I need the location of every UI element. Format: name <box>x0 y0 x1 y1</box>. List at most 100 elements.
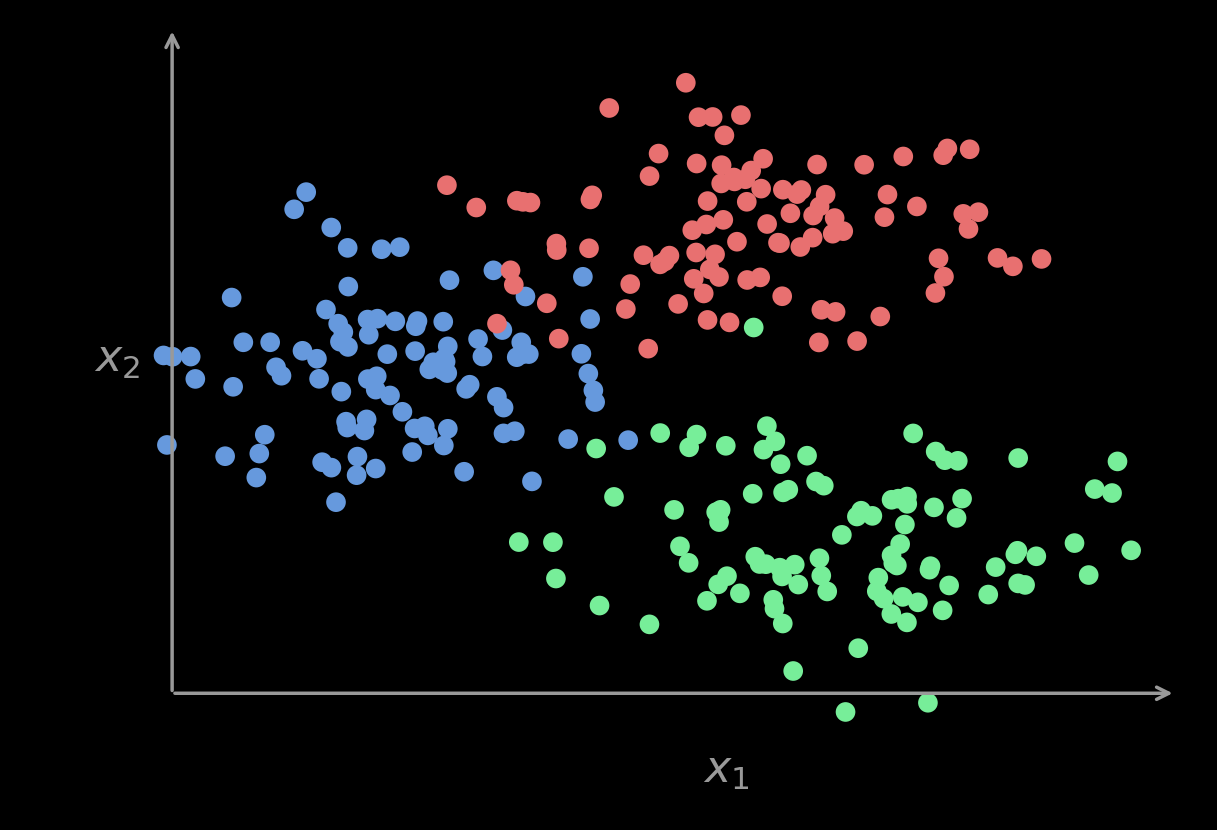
Point <box>546 243 566 256</box>
Point <box>579 242 599 255</box>
Point <box>494 427 514 440</box>
Point <box>812 303 831 316</box>
Point <box>424 355 443 369</box>
Point <box>848 642 868 655</box>
Point <box>640 169 660 183</box>
Point <box>587 442 606 455</box>
Point <box>918 696 937 710</box>
Point <box>326 496 346 509</box>
Text: $x_1$: $x_1$ <box>703 749 750 792</box>
Point <box>348 450 368 463</box>
Point <box>834 224 853 237</box>
Point <box>309 372 329 385</box>
Point <box>546 237 566 250</box>
Point <box>753 443 773 457</box>
Point <box>500 264 520 277</box>
Point <box>537 296 556 310</box>
Point <box>366 383 386 396</box>
Point <box>357 413 376 426</box>
Point <box>773 183 792 197</box>
Point <box>543 535 562 549</box>
Point <box>493 324 512 337</box>
Point <box>684 272 703 286</box>
Point <box>559 432 578 446</box>
Point <box>1027 549 1047 563</box>
Point <box>338 280 358 293</box>
Point <box>1008 544 1027 558</box>
Point <box>908 596 927 609</box>
Point <box>717 569 736 583</box>
Point <box>419 429 438 442</box>
Point <box>585 395 605 408</box>
Point <box>897 616 916 629</box>
Point <box>78 417 97 431</box>
Point <box>744 321 763 334</box>
Point <box>406 320 426 333</box>
Point <box>260 335 280 349</box>
Point <box>454 465 473 478</box>
Point <box>1015 579 1034 592</box>
Point <box>605 491 624 504</box>
Point <box>893 590 913 603</box>
Point <box>181 350 201 364</box>
Point <box>869 571 888 584</box>
Point <box>686 428 706 442</box>
Point <box>809 336 829 349</box>
Point <box>933 603 953 617</box>
Point <box>358 373 377 386</box>
Point <box>888 492 908 505</box>
Point <box>738 195 757 208</box>
Point <box>954 208 974 221</box>
Point <box>773 617 792 630</box>
Point <box>870 310 890 323</box>
Point <box>753 152 773 165</box>
Point <box>664 503 684 516</box>
Point <box>825 212 845 225</box>
Point <box>321 221 341 234</box>
Point <box>590 599 610 613</box>
Point <box>521 196 540 209</box>
Point <box>338 242 358 255</box>
Point <box>773 486 792 499</box>
Point <box>372 242 392 256</box>
Point <box>757 217 776 231</box>
Point <box>583 188 602 202</box>
Point <box>924 500 943 514</box>
Point <box>773 290 792 303</box>
Point <box>389 241 409 254</box>
Point <box>267 361 286 374</box>
Point <box>511 335 531 349</box>
Point <box>807 158 826 171</box>
Point <box>293 344 313 358</box>
Point <box>438 366 458 379</box>
Point <box>710 505 729 518</box>
Point <box>466 201 486 214</box>
Point <box>863 510 882 523</box>
Point <box>926 286 946 300</box>
Point <box>986 560 1005 574</box>
Point <box>725 175 745 188</box>
Point <box>256 428 275 442</box>
Point <box>697 194 717 208</box>
Point <box>716 439 735 452</box>
Point <box>791 241 811 254</box>
Point <box>785 558 804 571</box>
Point <box>377 348 397 361</box>
Point <box>809 200 829 213</box>
Point <box>756 558 775 571</box>
Point <box>514 195 533 208</box>
Point <box>803 231 823 244</box>
Point <box>650 427 669 440</box>
Point <box>297 185 316 198</box>
Point <box>920 563 940 576</box>
Point <box>803 209 823 222</box>
Point <box>887 559 907 572</box>
Point <box>494 401 514 414</box>
Point <box>437 178 456 192</box>
Point <box>877 188 897 201</box>
Point <box>765 435 785 448</box>
Point <box>639 342 658 355</box>
Point <box>405 344 425 358</box>
Point <box>438 339 458 353</box>
Point <box>763 593 783 607</box>
